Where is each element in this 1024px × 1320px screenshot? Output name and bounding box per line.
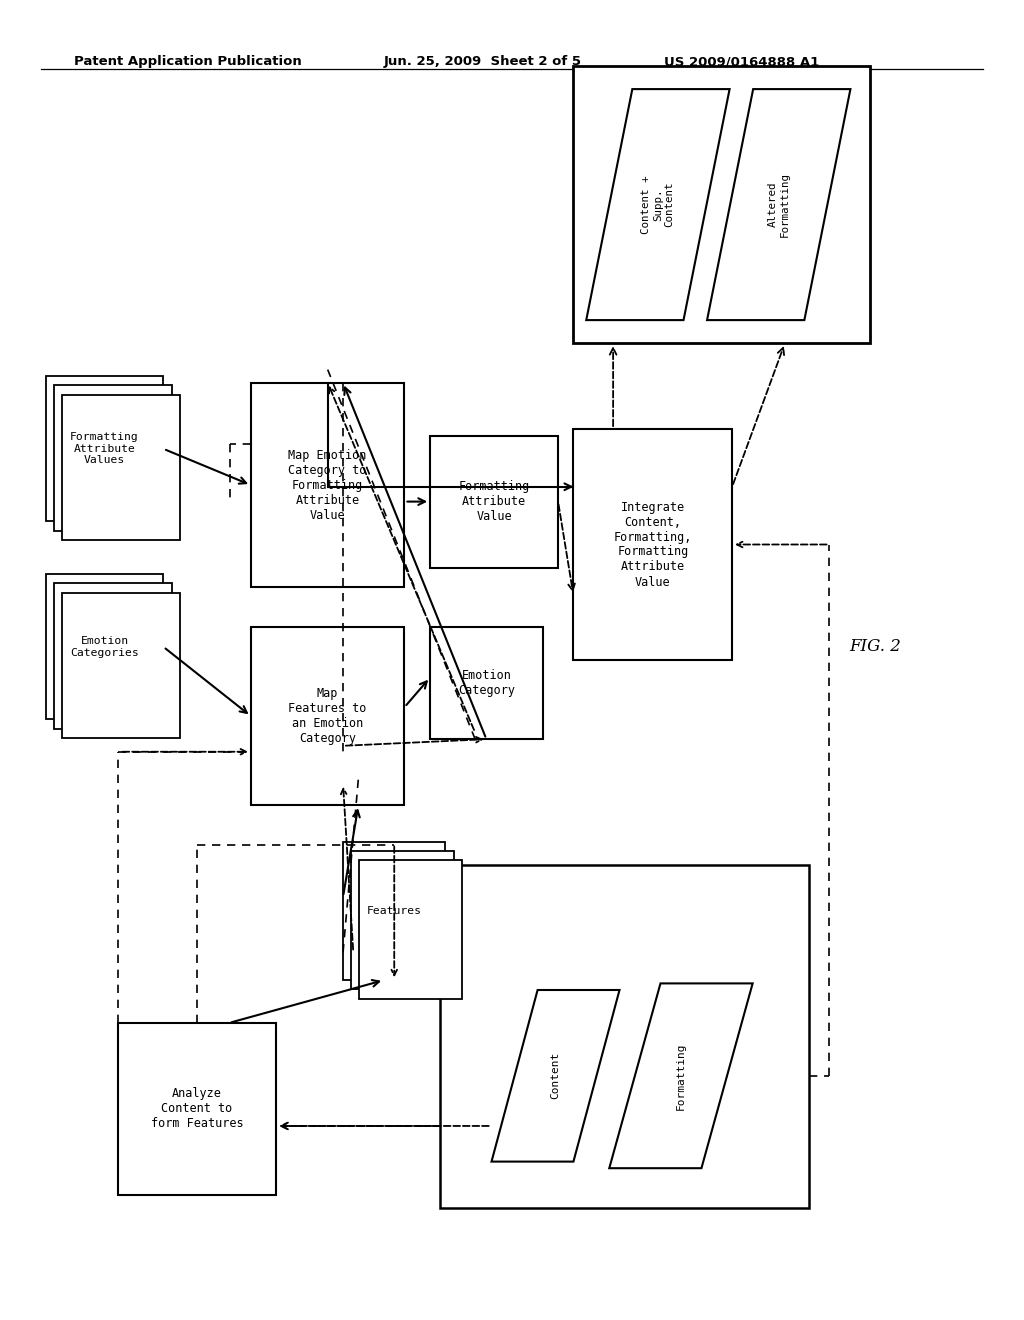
Text: Formatting
Attribute
Values: Formatting Attribute Values [70,432,139,466]
Text: Formatting: Formatting [676,1041,686,1110]
Text: Jun. 25, 2009  Sheet 2 of 5: Jun. 25, 2009 Sheet 2 of 5 [384,55,582,69]
Bar [343,842,445,979]
Text: Patent Application Publication: Patent Application Publication [74,55,301,69]
Text: Emotion
Category: Emotion Category [458,669,515,697]
Polygon shape [586,90,729,321]
Text: US 2009/0164888 A1: US 2009/0164888 A1 [664,55,819,69]
Bar [430,627,543,739]
Text: FIG. 2: FIG. 2 [850,639,901,655]
Bar [351,851,454,990]
Bar [53,385,171,531]
Bar [573,429,732,660]
Text: Formatting
Attribute
Value: Formatting Attribute Value [459,480,529,523]
Polygon shape [492,990,620,1162]
Text: Features: Features [367,906,422,916]
Bar [118,1023,276,1195]
Bar [61,395,180,540]
Bar [251,627,404,805]
Text: Content +
Supp.
Content: Content + Supp. Content [641,176,675,234]
Bar [45,574,164,719]
Bar [53,583,171,729]
Text: Integrate
Content,
Formatting,
Formatting
Attribute
Value: Integrate Content, Formatting, Formattin… [613,500,692,589]
Polygon shape [609,983,753,1168]
Bar [573,66,870,343]
Text: Content: Content [551,1052,560,1100]
Bar [61,593,180,738]
Text: Map Emotion
Category to
Formatting
Attribute
Value: Map Emotion Category to Formatting Attri… [289,449,367,521]
Bar [359,861,462,998]
Bar [430,436,558,568]
Bar [440,865,809,1208]
Text: Map
Features to
an Emotion
Category: Map Features to an Emotion Category [289,688,367,744]
Text: Analyze
Content to
form Features: Analyze Content to form Features [151,1088,244,1130]
Bar [251,383,404,587]
Polygon shape [707,90,850,321]
Text: Emotion
Categories: Emotion Categories [70,636,139,657]
Bar [45,376,164,521]
Text: Altered
Formatting: Altered Formatting [768,172,790,238]
